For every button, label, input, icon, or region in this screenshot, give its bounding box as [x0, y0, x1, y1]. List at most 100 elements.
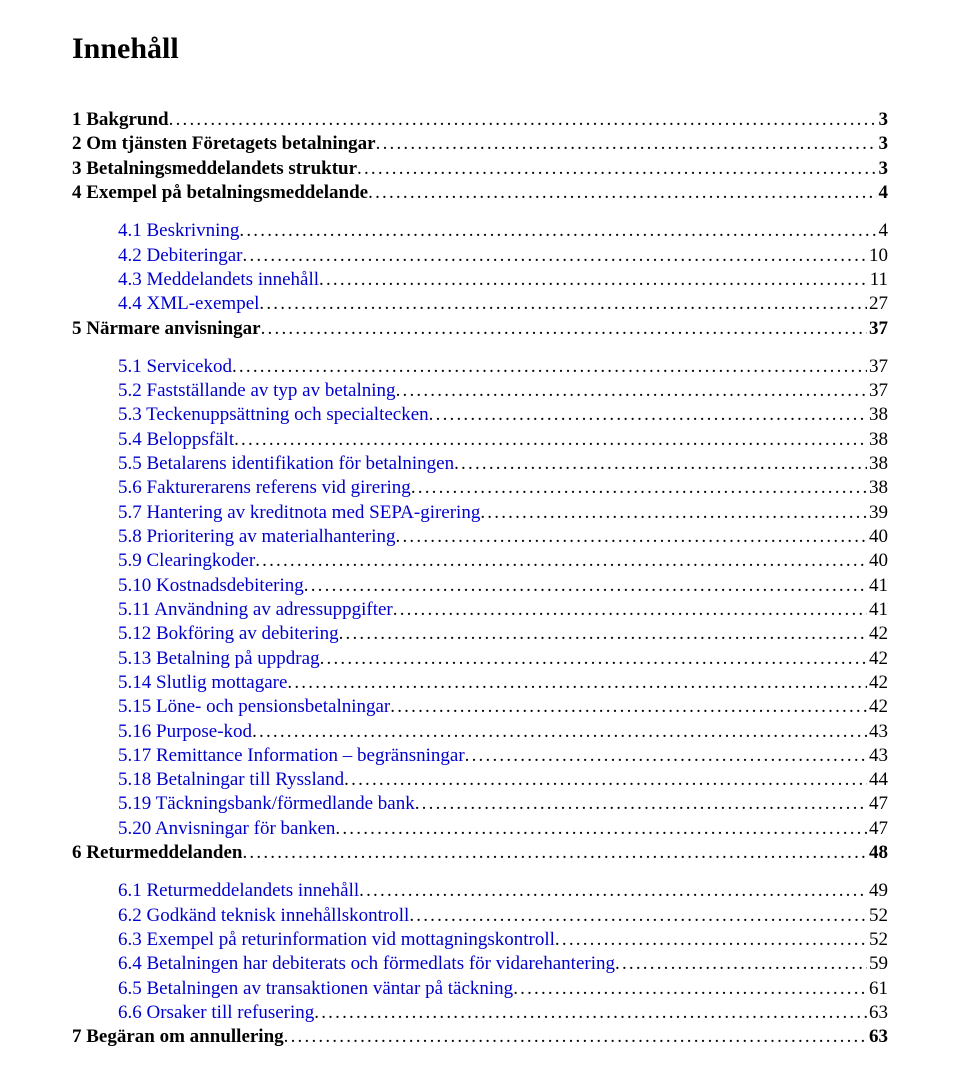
toc-entry-label[interactable]: 4.2 Debiteringar [118, 244, 243, 268]
toc-entry-label[interactable]: 5.7 Hantering av kreditnota med SEPA-gir… [118, 501, 480, 525]
toc-entry-level2[interactable]: 6.6 Orsaker till refusering 63 [72, 1001, 888, 1025]
toc-entry-page: 38 [867, 452, 888, 476]
toc-dot-leaders [454, 452, 867, 476]
toc-dot-leaders [169, 108, 877, 132]
toc-entry-label[interactable]: 6.3 Exempel på returinformation vid mott… [118, 928, 555, 952]
toc-entry-level2[interactable]: 5.1 Servicekod37 [72, 355, 888, 379]
toc-entry-level2[interactable]: 5.5 Betalarens identifikation för betaln… [72, 452, 888, 476]
toc-dot-leaders [344, 768, 867, 792]
toc-entry-level2[interactable]: 5.11 Användning av adressuppgifter41 [72, 598, 888, 622]
toc-dot-leaders [339, 622, 867, 646]
toc-dot-leaders [513, 977, 867, 1001]
toc-entry-level2[interactable]: 6.2 Godkänd teknisk innehållskontroll 52 [72, 904, 888, 928]
toc-entry-page: 59 [867, 952, 888, 976]
toc-entry-label[interactable]: 5.4 Beloppsfält [118, 428, 234, 452]
toc-entry-label[interactable]: 5.17 Remittance Information – begränsnin… [118, 744, 465, 768]
toc-entry-level2[interactable]: 5.19 Täckningsbank/förmedlande bank47 [72, 792, 888, 816]
toc-entry-label[interactable]: 5.19 Täckningsbank/förmedlande bank [118, 792, 415, 816]
toc-dot-leaders [357, 157, 876, 181]
toc-entry-level1: 3 Betalningsmeddelandets struktur3 [72, 157, 888, 181]
toc-dot-leaders [465, 744, 867, 768]
toc-entry-level2[interactable]: 4.4 XML-exempel 27 [72, 292, 888, 316]
toc-dot-leaders [429, 403, 867, 427]
toc-entry-level2[interactable]: 5.3 Teckenuppsättning och specialtecken3… [72, 403, 888, 427]
toc-entry-label[interactable]: 6.1 Returmeddelandets innehåll [118, 879, 359, 903]
toc-entry-level2[interactable]: 5.13 Betalning på uppdrag42 [72, 647, 888, 671]
toc-entry-label: 4 Exempel på betalningsmeddelande [72, 181, 368, 205]
toc-entry-page: 63 [867, 1025, 888, 1049]
toc-entry-level2[interactable]: 4.1 Beskrivning4 [72, 219, 888, 243]
toc-entry-label[interactable]: 5.11 Användning av adressuppgifter [118, 598, 393, 622]
toc-entry-label[interactable]: 4.1 Beskrivning [118, 219, 239, 243]
toc-entry-label[interactable]: 4.3 Meddelandets innehåll [118, 268, 319, 292]
toc-entry-label: 2 Om tjänsten Företagets betalningar [72, 132, 376, 156]
toc-entry-label[interactable]: 4.4 XML-exempel [118, 292, 259, 316]
toc-entry-label[interactable]: 5.8 Prioritering av materialhantering [118, 525, 396, 549]
toc-entry-level2[interactable]: 5.18 Betalningar till Ryssland44 [72, 768, 888, 792]
page-title: Innehåll [72, 32, 888, 66]
toc-entry-label[interactable]: 5.13 Betalning på uppdrag [118, 647, 320, 671]
toc-entry-level2[interactable]: 5.9 Clearingkoder40 [72, 549, 888, 573]
toc-dot-leaders [314, 1001, 867, 1025]
toc-entry-label[interactable]: 5.10 Kostnadsdebitering [118, 574, 304, 598]
toc-dot-leaders [480, 501, 867, 525]
toc-entry-level2[interactable]: 4.3 Meddelandets innehåll11 [72, 268, 888, 292]
toc-dot-leaders [243, 244, 867, 268]
toc-entry-label: 1 Bakgrund [72, 108, 169, 132]
toc-entry-level2[interactable]: 5.2 Fastställande av typ av betalning 37 [72, 379, 888, 403]
toc-entry-level2[interactable]: 6.5 Betalningen av transaktionen väntar … [72, 977, 888, 1001]
toc-entry-page: 47 [867, 817, 888, 841]
toc-entry-level2[interactable]: 5.10 Kostnadsdebitering41 [72, 574, 888, 598]
toc-entry-level1: 5 Närmare anvisningar37 [72, 317, 888, 341]
toc-gap [72, 205, 888, 219]
toc-entry-label[interactable]: 6.2 Godkänd teknisk innehållskontroll [118, 904, 409, 928]
toc-entry-level2[interactable]: 5.14 Slutlig mottagare42 [72, 671, 888, 695]
toc-entry-label[interactable]: 5.5 Betalarens identifikation för betaln… [118, 452, 454, 476]
toc-dot-leaders [411, 476, 867, 500]
toc-entry-label[interactable]: 5.2 Fastställande av typ av betalning [118, 379, 396, 403]
toc-entry-level2[interactable]: 5.6 Fakturerarens referens vid girering 3… [72, 476, 888, 500]
toc-dot-leaders [287, 671, 867, 695]
toc-entry-page: 27 [867, 292, 888, 316]
toc-entry-level2[interactable]: 6.1 Returmeddelandets innehåll49 [72, 879, 888, 903]
toc-entry-label[interactable]: 6.4 Betalningen har debiterats och förme… [118, 952, 615, 976]
toc-entry-level2[interactable]: 5.8 Prioritering av materialhantering40 [72, 525, 888, 549]
toc-entry-level2[interactable]: 5.15 Löne- och pensionsbetalningar42 [72, 695, 888, 719]
toc-entry-page: 63 [867, 1001, 888, 1025]
toc-entry-page: 52 [867, 904, 888, 928]
toc-entry-label[interactable]: 5.15 Löne- och pensionsbetalningar [118, 695, 390, 719]
toc-gap [72, 341, 888, 355]
toc-entry-label[interactable]: 6.5 Betalningen av transaktionen väntar … [118, 977, 513, 1001]
toc-dot-leaders [234, 428, 867, 452]
toc-entry-label[interactable]: 5.6 Fakturerarens referens vid girering [118, 476, 411, 500]
toc-entry-level2[interactable]: 5.12 Bokföring av debitering42 [72, 622, 888, 646]
toc-entry-label[interactable]: 5.16 Purpose-kod [118, 720, 252, 744]
toc-entry-label[interactable]: 5.12 Bokföring av debitering [118, 622, 339, 646]
toc-entry-label[interactable]: 6.6 Orsaker till refusering [118, 1001, 314, 1025]
toc-dot-leaders [409, 904, 867, 928]
toc-entry-level2[interactable]: 5.20 Anvisningar för banken 47 [72, 817, 888, 841]
toc-gap [72, 865, 888, 879]
toc-entry-level2[interactable]: 5.4 Beloppsfält38 [72, 428, 888, 452]
toc-entry-label: 7 Begäran om annullering [72, 1025, 284, 1049]
toc-entry-label[interactable]: 5.14 Slutlig mottagare [118, 671, 287, 695]
toc-entry-level2[interactable]: 6.4 Betalningen har debiterats och förme… [72, 952, 888, 976]
toc-entry-label[interactable]: 5.20 Anvisningar för banken [118, 817, 335, 841]
toc-entry-label[interactable]: 5.3 Teckenuppsättning och specialtecken [118, 403, 429, 427]
toc-entry-level2[interactable]: 6.3 Exempel på returinformation vid mott… [72, 928, 888, 952]
toc-dot-leaders [239, 219, 876, 243]
toc-entry-level2[interactable]: 5.7 Hantering av kreditnota med SEPA-gir… [72, 501, 888, 525]
toc-entry-label[interactable]: 5.1 Servicekod [118, 355, 232, 379]
toc-entry-label[interactable]: 5.18 Betalningar till Ryssland [118, 768, 344, 792]
toc-entry-label[interactable]: 5.9 Clearingkoder [118, 549, 255, 573]
toc-entry-level2[interactable]: 4.2 Debiteringar10 [72, 244, 888, 268]
toc-entry-page: 37 [867, 379, 888, 403]
toc-entry-level2[interactable]: 5.17 Remittance Information – begränsnin… [72, 744, 888, 768]
toc-dot-leaders [393, 598, 867, 622]
toc-dot-leaders [255, 549, 867, 573]
toc-dot-leaders [284, 1025, 867, 1049]
toc-dot-leaders [368, 181, 876, 205]
toc-entry-level2[interactable]: 5.16 Purpose-kod43 [72, 720, 888, 744]
toc-dot-leaders [615, 952, 867, 976]
toc-entry-page: 38 [867, 476, 888, 500]
